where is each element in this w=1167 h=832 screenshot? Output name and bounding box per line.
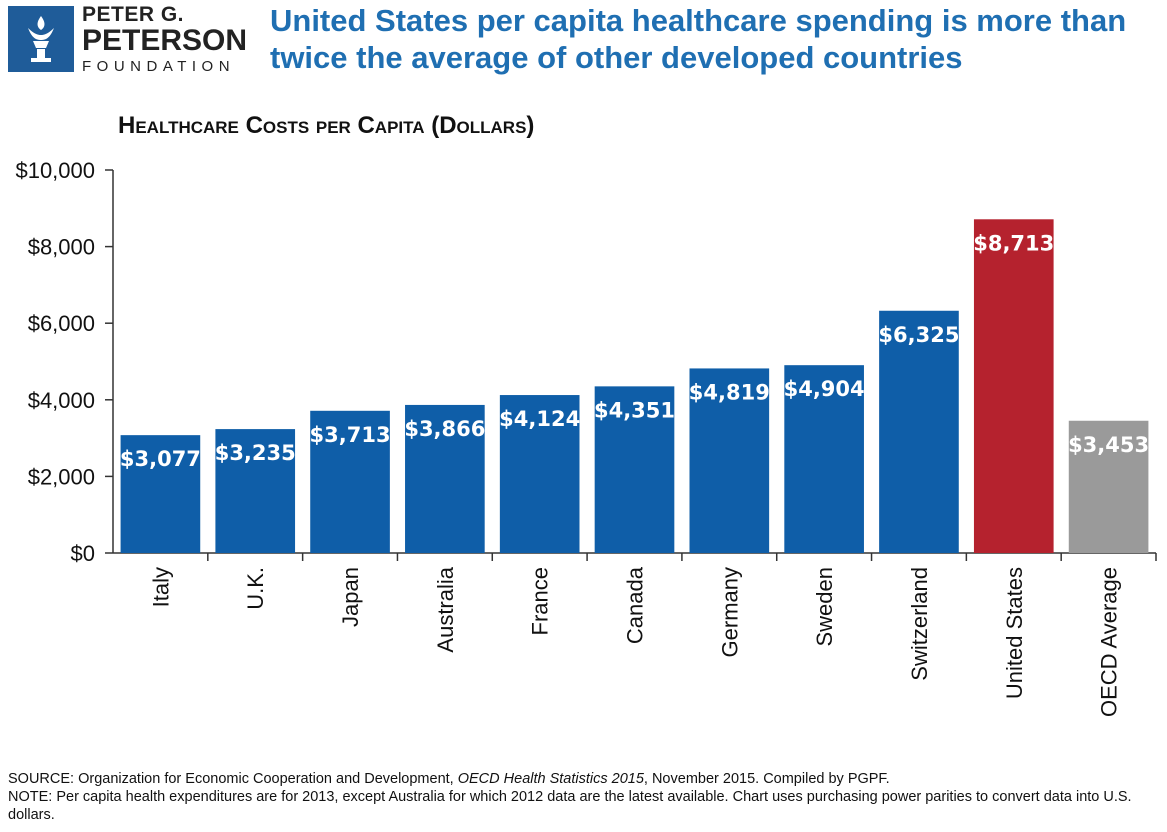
category-label: United States (1002, 567, 1027, 699)
y-tick-label: $6,000 (28, 311, 95, 336)
bar-chart: $0 $2,000 $4,000 $6,000 $8,000 $10,000 $3,077… (15, 158, 1157, 717)
bar (310, 410, 390, 553)
logo: PETER G. PETERSON FOUNDATION (8, 3, 248, 75)
data-label: $3,077 (120, 447, 201, 471)
bar (973, 219, 1054, 553)
bar (689, 368, 770, 553)
y-tick-label: $8,000 (28, 235, 95, 260)
category-label: Sweden (812, 567, 837, 647)
data-label: $3,235 (215, 441, 296, 465)
data-label: $8,713 (973, 231, 1054, 255)
logo-line-2: PETERSON (82, 24, 248, 57)
source-note: SOURCE: Organization for Economic Cooper… (8, 770, 1158, 788)
headline: United States per capita healthcare spen… (270, 3, 1127, 75)
chart-title: Healthcare Costs per Capita (Dollars) (118, 112, 535, 139)
data-label: $4,124 (499, 407, 580, 431)
bar (405, 404, 485, 553)
y-tick-label: $0 (71, 541, 95, 566)
category-label: Italy (148, 567, 173, 607)
bars (120, 219, 1149, 553)
category-label: Japan (338, 567, 363, 627)
category-label: Australia (433, 566, 458, 652)
bar (879, 310, 959, 553)
data-label: $4,351 (594, 398, 675, 422)
logo-line-3: FOUNDATION (82, 58, 236, 75)
torch-icon (8, 6, 74, 72)
category-label: OECD Average (1097, 567, 1122, 717)
bar (120, 435, 201, 553)
data-label: $6,325 (878, 323, 959, 347)
category-label: Canada (623, 566, 648, 644)
y-tick-label: $2,000 (28, 464, 95, 489)
bar (784, 365, 864, 553)
source-title: OECD Health Statistics 2015 (457, 771, 644, 787)
y-tick-label: $4,000 (28, 388, 95, 413)
y-tick-label: $10,000 (15, 158, 95, 183)
logo-line-1: PETER G. (82, 3, 185, 26)
source-suffix: , November 2015. Compiled by PGPF. (643, 771, 890, 787)
category-label: France (528, 567, 553, 635)
data-label: $3,713 (310, 423, 391, 447)
x-axis-categories: Italy U.K. Japan Australia France Canada Germa… (148, 553, 1157, 717)
data-label: $3,866 (404, 417, 485, 441)
bar (215, 429, 296, 553)
bar (1068, 420, 1149, 553)
category-label: Germany (717, 567, 742, 657)
data-labels: $3,077 $3,235 $3,713 $3,866 $4,124 $4,351 $4,8… (120, 231, 1149, 471)
bar (594, 386, 675, 553)
data-label: $3,453 (1068, 433, 1149, 457)
data-label: $4,904 (784, 377, 865, 401)
source-prefix: SOURCE: Organization for Economic Cooper… (8, 771, 458, 787)
category-label: Switzerland (907, 567, 932, 681)
data-label: $4,819 (689, 380, 770, 404)
bar (499, 395, 580, 553)
footnote: SOURCE: Organization for Economic Cooper… (8, 770, 1158, 824)
category-label: U.K. (243, 567, 268, 610)
method-note: NOTE: Per capita health expenditures are… (8, 789, 1132, 823)
